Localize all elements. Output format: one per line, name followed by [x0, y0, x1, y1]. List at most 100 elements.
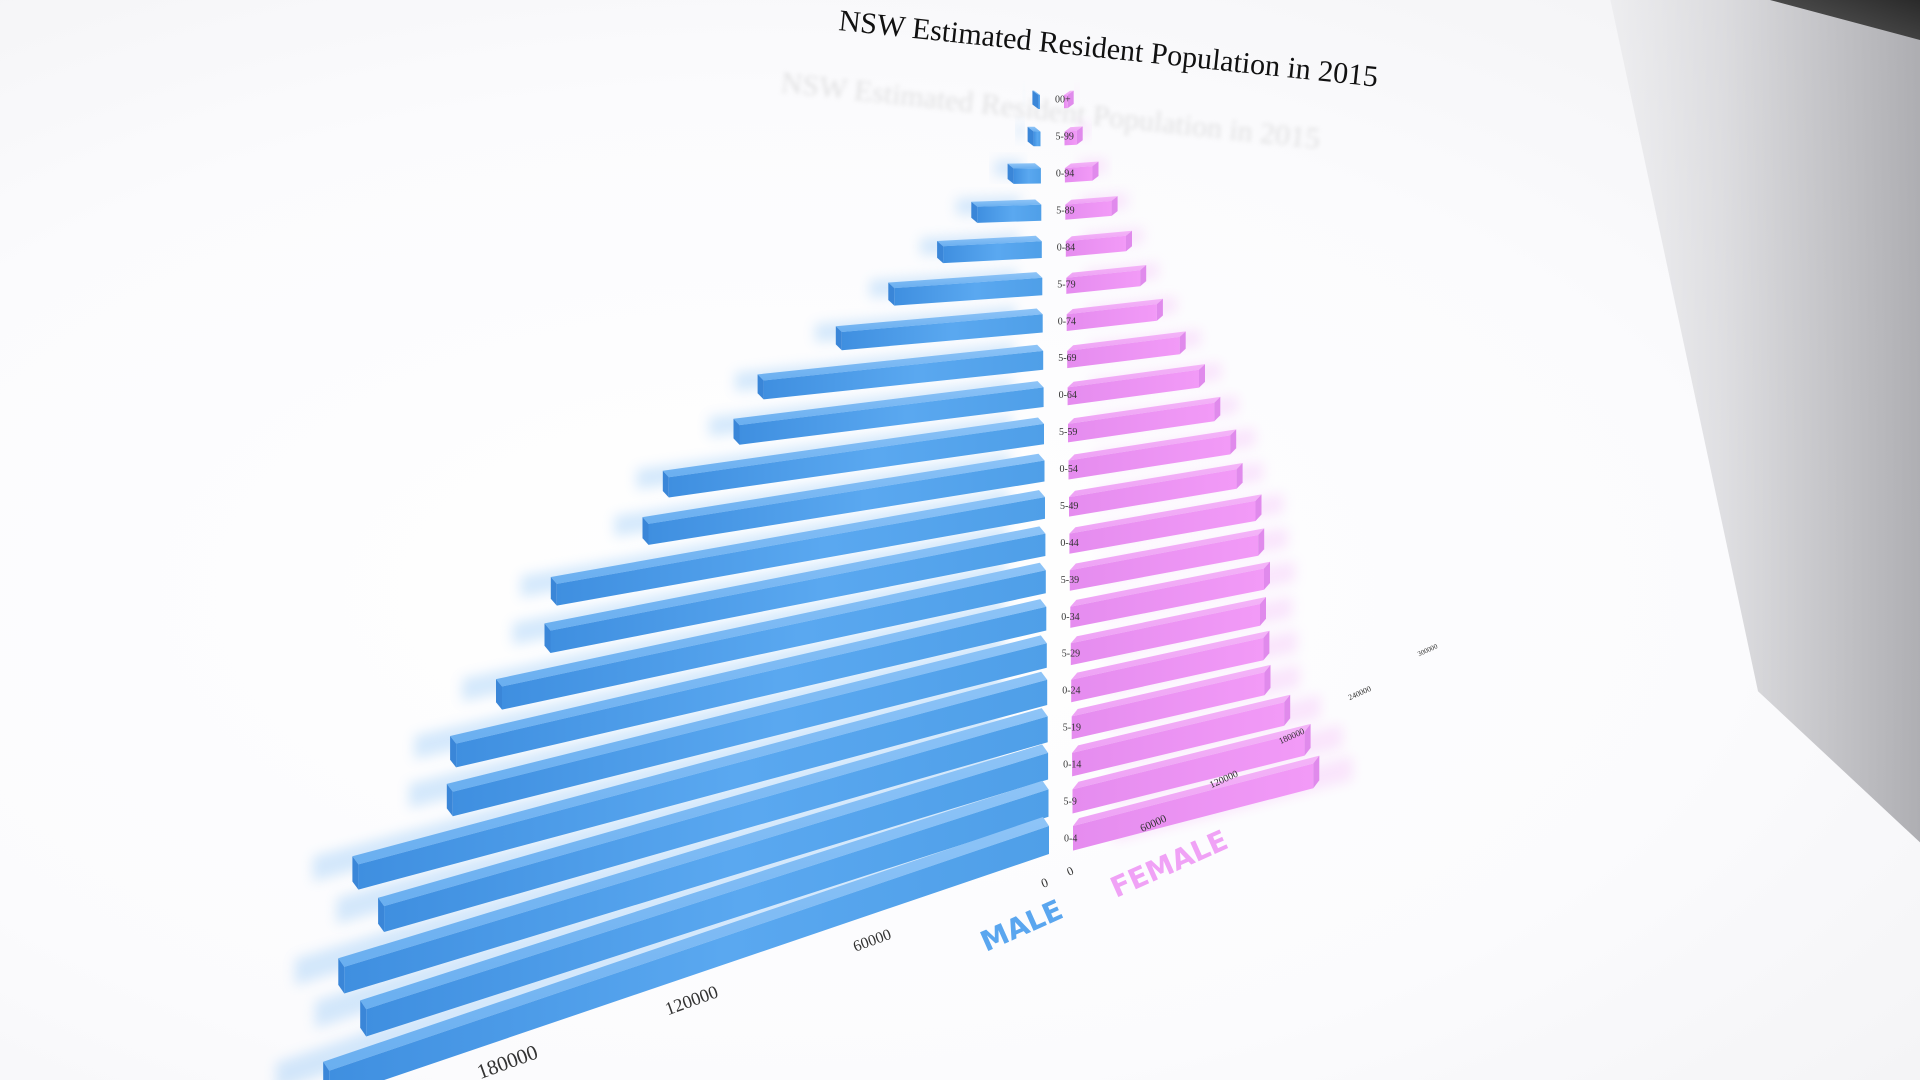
male-bar-end [378, 897, 385, 932]
female-bar-top [1069, 463, 1243, 498]
female-bar [1072, 723, 1311, 814]
male-bar-front [739, 387, 1044, 445]
female-bar-end [1199, 364, 1205, 388]
female-bar-top [1068, 429, 1237, 461]
male-bar-top [352, 671, 1048, 865]
female-bar-front [1068, 402, 1215, 443]
age-group-label: 5-89 [1056, 206, 1074, 217]
male-bar-end [446, 783, 453, 817]
female-bar-end [1126, 230, 1132, 252]
female-bar [1069, 463, 1243, 517]
female-bar-front [1066, 270, 1141, 294]
male-bar-front [556, 497, 1045, 606]
male-bar-end [338, 958, 345, 994]
female-bar-top [1065, 230, 1132, 242]
female-bar-top [1069, 494, 1262, 534]
male-bar [835, 308, 1043, 351]
male-bar-front [1033, 131, 1041, 147]
male-bar-top [971, 199, 1042, 207]
male-bar-ghost [1023, 87, 1025, 101]
female-bar [1073, 755, 1320, 851]
male-bar-front [943, 241, 1042, 264]
female-bar-end [1260, 597, 1266, 626]
male-bar-top [757, 344, 1044, 381]
male-bar-top [496, 562, 1046, 687]
male-bar [496, 562, 1046, 710]
age-group-label: 0-84 [1057, 242, 1075, 253]
male-bar [323, 817, 1049, 1080]
female-bar [1064, 161, 1099, 183]
female-bar-end [1179, 331, 1186, 355]
male-bar-top [450, 599, 1047, 744]
female-bar-end [1067, 90, 1074, 109]
female-bar [1068, 396, 1221, 443]
male-bar-top [1032, 90, 1040, 95]
male-bar-end [662, 470, 669, 498]
age-group-label: 00+ [1055, 95, 1071, 106]
age-group-label: 0-54 [1060, 464, 1078, 475]
male-bar-top [338, 744, 1049, 967]
female-bar-front [1064, 166, 1093, 183]
female-bar-front [1072, 702, 1285, 777]
male-bar-front [668, 423, 1044, 498]
female-bar-top [1067, 331, 1186, 351]
male-bar-end [1007, 163, 1014, 184]
age-group-label: 5-79 [1057, 279, 1075, 290]
female-bar-front [1072, 731, 1305, 814]
male-bar-front [358, 679, 1048, 890]
male-bar-front [550, 533, 1046, 653]
age-group-label: 0-4 [1064, 833, 1077, 844]
male-bar [1032, 90, 1040, 109]
female-bar-top [1073, 755, 1320, 826]
male-bar [1007, 163, 1041, 184]
male-bar-top [1027, 126, 1041, 132]
male-bar-end [835, 326, 842, 351]
male-bar-ghost [1016, 123, 1024, 139]
female-bar [1065, 196, 1118, 220]
female-bar [1066, 265, 1147, 294]
female-bar [1065, 230, 1132, 257]
male-bar [550, 490, 1045, 606]
male-bar-front [1038, 95, 1040, 109]
female-bar-top [1065, 196, 1118, 205]
male-bar-top [323, 817, 1049, 1071]
male-bar-top [937, 235, 1042, 247]
female-bar-top [1064, 161, 1099, 169]
male-bar-end [360, 1000, 367, 1037]
female-bar-front [1068, 435, 1231, 480]
male-bar [352, 671, 1048, 890]
age-group-label: 5-29 [1062, 649, 1080, 660]
male-axis-tick-label: 120000 [662, 982, 720, 1020]
female-bar-ghost [1075, 86, 1079, 101]
female-bar [1070, 597, 1266, 666]
title-reflection: NSW Estimated Resident Population in 201… [779, 66, 1321, 155]
male-bar [446, 635, 1047, 817]
female-bar-top [1068, 396, 1221, 424]
male-bar-top [1007, 163, 1041, 169]
male-bar-top [733, 381, 1044, 426]
male-bar-top [835, 308, 1043, 332]
male-bar-end [937, 241, 944, 264]
female-bar-front [1067, 336, 1180, 369]
male-bar-end [642, 517, 649, 545]
female-axis-tick-label: 240000 [1347, 684, 1373, 702]
male-bar-end [1032, 90, 1039, 109]
male-bar-front [648, 460, 1045, 545]
female-bar [1072, 694, 1291, 777]
age-group-label: 5-59 [1059, 427, 1077, 438]
female-bar-end [1263, 630, 1270, 661]
female-bar [1069, 528, 1265, 591]
female-bar-top [1072, 694, 1291, 753]
female-bar-top [1070, 597, 1266, 644]
female-bar [1064, 90, 1074, 109]
male-bar [937, 235, 1042, 264]
male-bar-end [450, 736, 457, 768]
male-bar-end [550, 577, 557, 606]
female-bar-front [1070, 604, 1260, 666]
female-bar [1071, 664, 1271, 740]
female-bar-end [1111, 196, 1118, 216]
female-bar-front [1071, 672, 1265, 740]
male-bar-front [841, 314, 1043, 351]
